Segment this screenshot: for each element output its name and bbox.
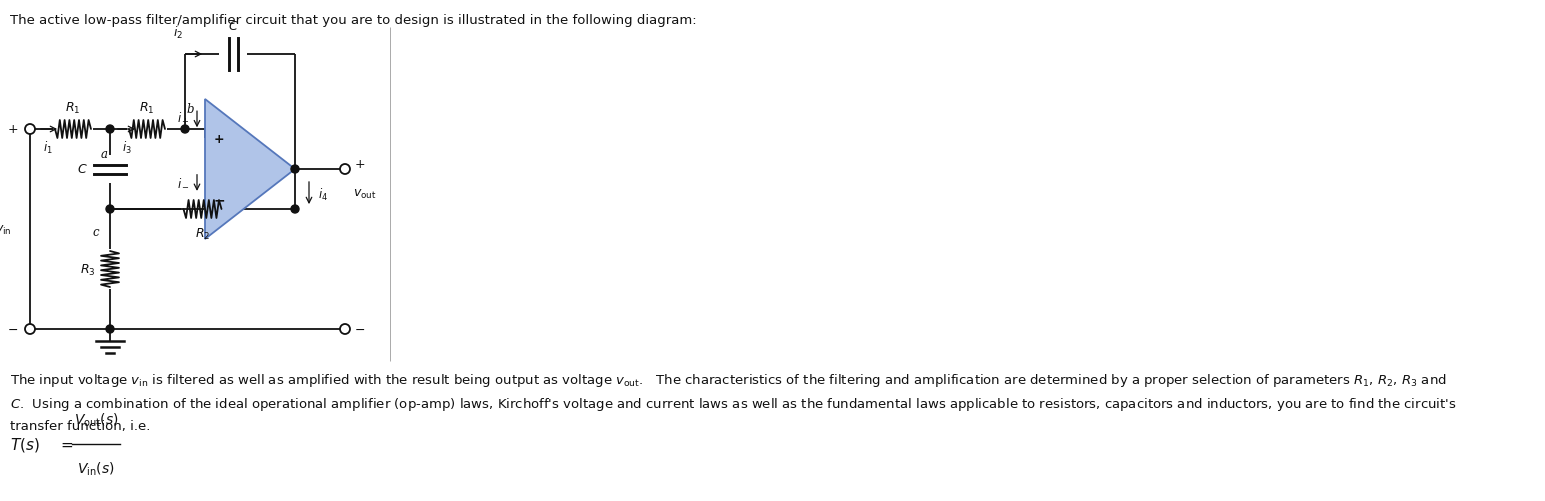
Text: $C$.  Using a combination of the ideal operational amplifier (op-amp) laws, Kirc: $C$. Using a combination of the ideal op…	[9, 395, 1457, 412]
Text: $i_-$: $i_-$	[176, 176, 190, 189]
Text: +: +	[213, 132, 224, 145]
Text: $R_2$: $R_2$	[195, 226, 210, 241]
Circle shape	[25, 324, 36, 334]
Text: −: −	[213, 193, 226, 207]
Text: $v_\mathrm{out}$: $v_\mathrm{out}$	[352, 188, 377, 201]
Text: $C$: $C$	[227, 21, 238, 34]
Text: transfer function, i.e.: transfer function, i.e.	[9, 419, 150, 432]
Text: −: −	[8, 323, 19, 336]
Text: c: c	[93, 225, 99, 238]
Circle shape	[340, 324, 351, 334]
Polygon shape	[205, 100, 295, 239]
Text: $T(s)$: $T(s)$	[9, 435, 40, 453]
Text: $V_\mathrm{out}(s)$: $V_\mathrm{out}(s)$	[74, 411, 119, 428]
Text: +: +	[8, 123, 19, 136]
Text: b: b	[187, 103, 193, 116]
Text: $v_\mathrm{in}$: $v_\mathrm{in}$	[0, 223, 12, 236]
Circle shape	[340, 165, 351, 175]
Text: The input voltage $v_\mathrm{in}$ is filtered as well as amplified with the resu: The input voltage $v_\mathrm{in}$ is fil…	[9, 371, 1446, 388]
Text: $R_1$: $R_1$	[139, 100, 154, 115]
Text: +: +	[355, 158, 366, 171]
Text: $R_3$: $R_3$	[80, 262, 96, 277]
Text: $=$: $=$	[59, 437, 74, 451]
Circle shape	[290, 166, 300, 174]
Text: $C$: $C$	[77, 163, 88, 176]
Text: $i_3$: $i_3$	[122, 140, 131, 156]
Circle shape	[107, 126, 114, 134]
Text: a: a	[100, 148, 108, 161]
Text: −: −	[355, 323, 366, 336]
Circle shape	[181, 126, 188, 134]
Text: $i_2$: $i_2$	[173, 25, 182, 41]
Text: $V_\mathrm{in}(s)$: $V_\mathrm{in}(s)$	[77, 460, 114, 477]
Circle shape	[107, 325, 114, 333]
Text: $i_1$: $i_1$	[43, 140, 53, 156]
Circle shape	[25, 125, 36, 135]
Circle shape	[107, 205, 114, 213]
Circle shape	[290, 205, 300, 213]
Text: $i_+$: $i_+$	[176, 111, 190, 127]
Text: The active low-pass filter/amplifier circuit that you are to design is illustrat: The active low-pass filter/amplifier cir…	[9, 14, 697, 27]
Text: $R_1$: $R_1$	[65, 100, 80, 115]
Text: $i_4$: $i_4$	[318, 186, 328, 202]
